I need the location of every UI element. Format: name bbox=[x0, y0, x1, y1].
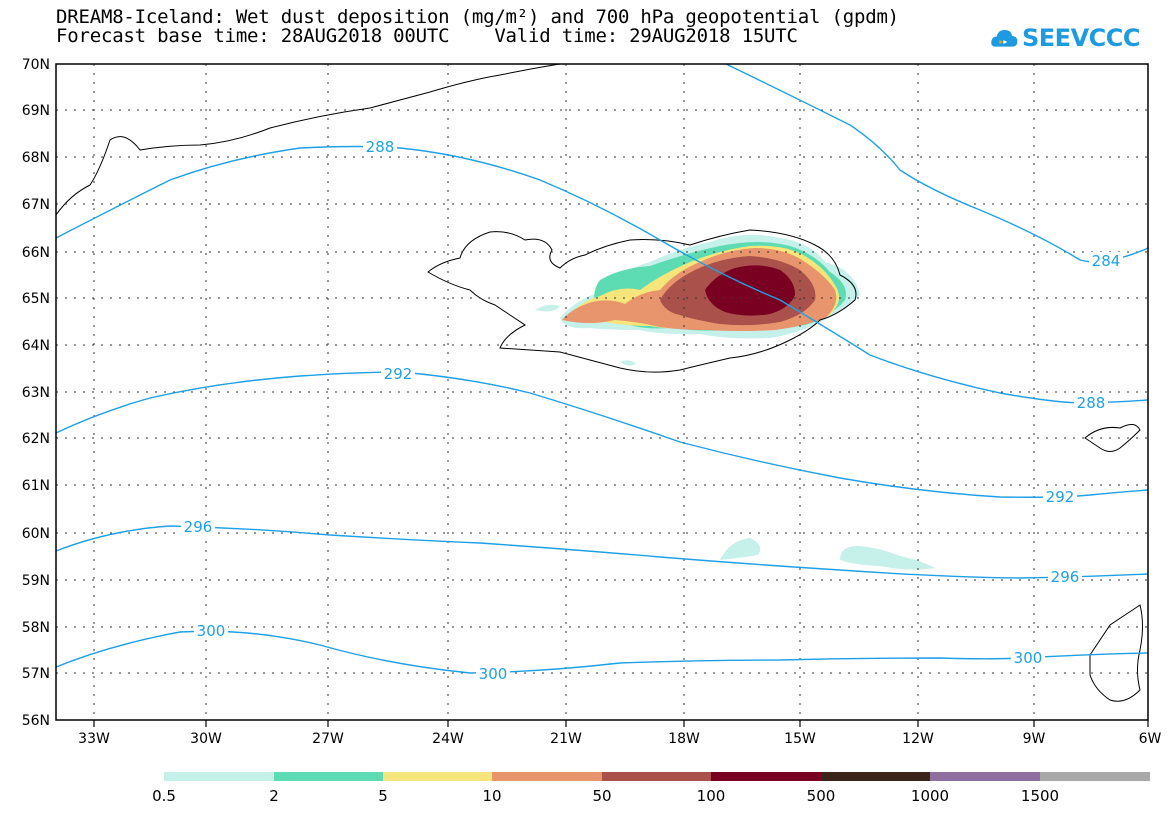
lat-label: 57N bbox=[22, 666, 50, 682]
lat-label: 63N bbox=[22, 385, 50, 401]
legend-label: 50 bbox=[592, 787, 612, 805]
lat-label: 62N bbox=[22, 431, 50, 447]
contour-label: 292 bbox=[1046, 488, 1075, 506]
lat-label: 60N bbox=[22, 526, 50, 542]
legend-swatch bbox=[164, 772, 274, 781]
contour-292 bbox=[55, 371, 1149, 498]
legend-swatch bbox=[1040, 772, 1150, 781]
seevccc-logo: SEEVCCC bbox=[990, 16, 1141, 60]
legend-swatch bbox=[711, 772, 821, 781]
lat-label: 70N bbox=[22, 57, 50, 73]
contour-labels: 288 284 288 292 292 296 296 300 300 300 bbox=[181, 138, 1123, 683]
cloud-icon bbox=[991, 30, 1018, 47]
legend-swatch bbox=[274, 772, 383, 781]
lon-label: 15W bbox=[784, 731, 816, 747]
contour-label: 284 bbox=[1092, 252, 1121, 270]
contour-label: 300 bbox=[479, 665, 508, 683]
lon-label: 24W bbox=[432, 731, 464, 747]
lon-label: 12W bbox=[902, 731, 934, 747]
lat-label: 64N bbox=[22, 338, 50, 354]
latitude-labels: 70N 69N 68N 67N 66N 65N 64N 63N 62N 61N … bbox=[22, 57, 50, 729]
lat-label: 65N bbox=[22, 291, 50, 307]
contour-label: 288 bbox=[366, 138, 395, 156]
lon-label: 21W bbox=[550, 731, 582, 747]
map-title: DREAM8-Iceland: Wet dust deposition (mg/… bbox=[56, 6, 899, 28]
contour-label: 296 bbox=[1051, 568, 1080, 586]
lat-label: 58N bbox=[22, 620, 50, 636]
lon-label: 9W bbox=[1023, 731, 1046, 747]
lat-label: 66N bbox=[22, 245, 50, 261]
legend-swatch bbox=[383, 772, 492, 781]
lon-label: 6W bbox=[1139, 731, 1162, 747]
legend-label: 1000 bbox=[910, 787, 950, 805]
legend-colorbar bbox=[164, 772, 1150, 781]
legend-swatch bbox=[602, 772, 711, 781]
lon-label: 33W bbox=[78, 731, 110, 747]
lon-label: 27W bbox=[312, 731, 344, 747]
legend-label: 1500 bbox=[1020, 787, 1060, 805]
legend-label: 10 bbox=[482, 787, 502, 805]
legend-label: 5 bbox=[378, 787, 388, 805]
lat-label: 56N bbox=[22, 713, 50, 729]
axis-ticks bbox=[93, 720, 1149, 727]
legend-label: 100 bbox=[696, 787, 726, 805]
map-frame bbox=[55, 63, 1149, 721]
logo-text: SEEVCCC bbox=[1022, 24, 1141, 52]
lat-label: 59N bbox=[22, 573, 50, 589]
legend-label: 500 bbox=[806, 787, 836, 805]
contour-label: 288 bbox=[1077, 394, 1106, 412]
coastlines bbox=[55, 63, 1143, 702]
legend-swatch bbox=[930, 772, 1040, 781]
legend-label: 0.5 bbox=[152, 787, 176, 805]
dust-deposition-field bbox=[535, 234, 935, 570]
lat-label: 61N bbox=[22, 478, 50, 494]
legend-label: 2 bbox=[269, 787, 279, 805]
contour-label: 300 bbox=[1014, 649, 1043, 667]
geopotential-contours bbox=[55, 63, 1149, 674]
contour-label: 296 bbox=[184, 518, 213, 536]
contour-label: 292 bbox=[384, 365, 413, 383]
legend-swatch bbox=[821, 772, 930, 781]
contour-288 bbox=[55, 145, 1149, 404]
lat-label: 68N bbox=[22, 150, 50, 166]
longitude-labels: 33W 30W 27W 24W 21W 18W 15W 12W 9W 6W bbox=[78, 731, 1161, 747]
lon-label: 30W bbox=[190, 731, 222, 747]
lat-label: 69N bbox=[22, 103, 50, 119]
map-subtitle: Forecast base time: 28AUG2018 00UTC Vali… bbox=[56, 25, 798, 47]
legend-swatch bbox=[492, 772, 602, 781]
lon-label: 18W bbox=[668, 731, 700, 747]
lat-label: 67N bbox=[22, 197, 50, 213]
contour-284 bbox=[725, 63, 1149, 263]
contour-label: 300 bbox=[197, 622, 226, 640]
grid-lines bbox=[56, 64, 1148, 720]
contour-296 bbox=[55, 525, 1149, 579]
